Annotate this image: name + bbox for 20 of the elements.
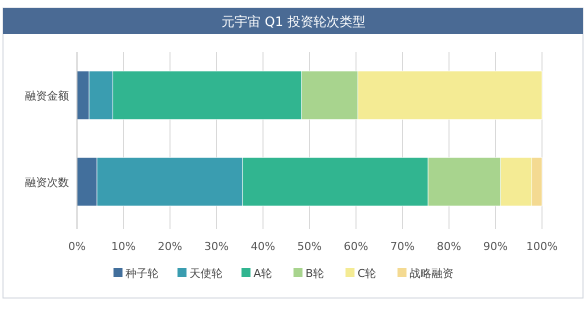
x-tick-label: 0% — [68, 240, 86, 253]
x-tick-label: 40% — [250, 240, 276, 253]
x-tick-label: 60% — [344, 240, 368, 253]
x-tick-label: 80% — [436, 240, 462, 253]
legend-label: B轮 — [306, 267, 324, 280]
y-tick-label: 融资次数 — [25, 176, 69, 189]
legend-label: 种子轮 — [126, 267, 158, 280]
x-tick-label: 70% — [390, 240, 415, 253]
legend-label: A轮 — [254, 267, 272, 280]
y-tick-label: 融资金额 — [25, 89, 69, 102]
x-tick-label: 100% — [526, 240, 558, 253]
legend-label: 战略融资 — [410, 267, 454, 280]
x-tick-label: 10% — [111, 240, 136, 253]
x-tick-label: 90% — [483, 240, 508, 253]
legend-label: 天使轮 — [190, 267, 222, 280]
x-tick-label: 30% — [204, 240, 229, 253]
legend-label: C轮 — [358, 267, 376, 280]
chart-title: 元宇宙 Q1 投资轮次类型 — [222, 14, 366, 30]
x-tick-label: 20% — [158, 240, 182, 253]
x-tick-label: 50% — [297, 240, 322, 253]
